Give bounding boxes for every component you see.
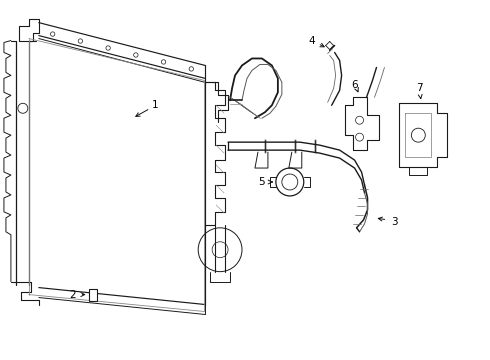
Text: 3: 3 [391,217,398,227]
Bar [29,39,205,298]
Text: 2: 2 [70,289,76,300]
Text: 6: 6 [351,80,358,90]
Text: 5: 5 [259,177,265,187]
Text: 4: 4 [308,36,315,46]
Text: 7: 7 [416,84,423,93]
Bar [89,289,97,301]
Text: 1: 1 [152,100,159,110]
